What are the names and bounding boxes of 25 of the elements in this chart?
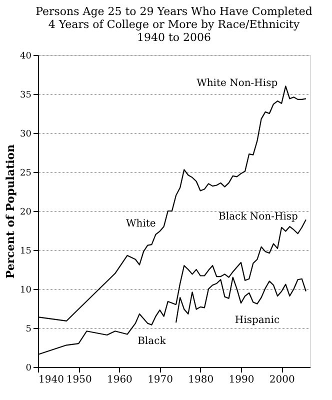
y-tick-label: 0 bbox=[26, 364, 32, 374]
x-tick-label: 1980 bbox=[188, 374, 214, 386]
x-tick-label: 1940 bbox=[38, 374, 64, 386]
series-label: Black Non-Hisp bbox=[218, 212, 298, 223]
y-tick-label: 10 bbox=[20, 286, 32, 296]
x-tick-label: 1990 bbox=[228, 374, 254, 386]
y-tick-label: 5 bbox=[26, 324, 32, 334]
x-tick-label: 1960 bbox=[106, 374, 132, 386]
y-axis-title: Percent of Population bbox=[4, 144, 18, 279]
y-tick-label: 20 bbox=[20, 208, 32, 218]
y-tick-label: 25 bbox=[20, 168, 32, 178]
y-tick-label: 15 bbox=[20, 246, 32, 256]
text: 1940 to 2006 bbox=[136, 31, 212, 44]
y-tick-label: 35 bbox=[20, 90, 32, 100]
text: 4 Years of College or More by Race/Ethnicity bbox=[48, 18, 300, 31]
series-label: Black bbox=[138, 336, 167, 347]
x-tick-label: 1950 bbox=[66, 374, 92, 386]
y-tick-label: 30 bbox=[20, 130, 32, 140]
text: Persons Age 25 to 29 Years Who Have Completed bbox=[36, 5, 312, 18]
series-label: White Non-Hisp bbox=[196, 78, 278, 90]
y-tick-label: 40 bbox=[20, 52, 32, 62]
series-label: White bbox=[126, 218, 156, 230]
x-tick-label: 2000 bbox=[269, 374, 295, 386]
x-tick-label: 1970 bbox=[148, 374, 174, 386]
series-label: Hispanic bbox=[234, 314, 280, 326]
